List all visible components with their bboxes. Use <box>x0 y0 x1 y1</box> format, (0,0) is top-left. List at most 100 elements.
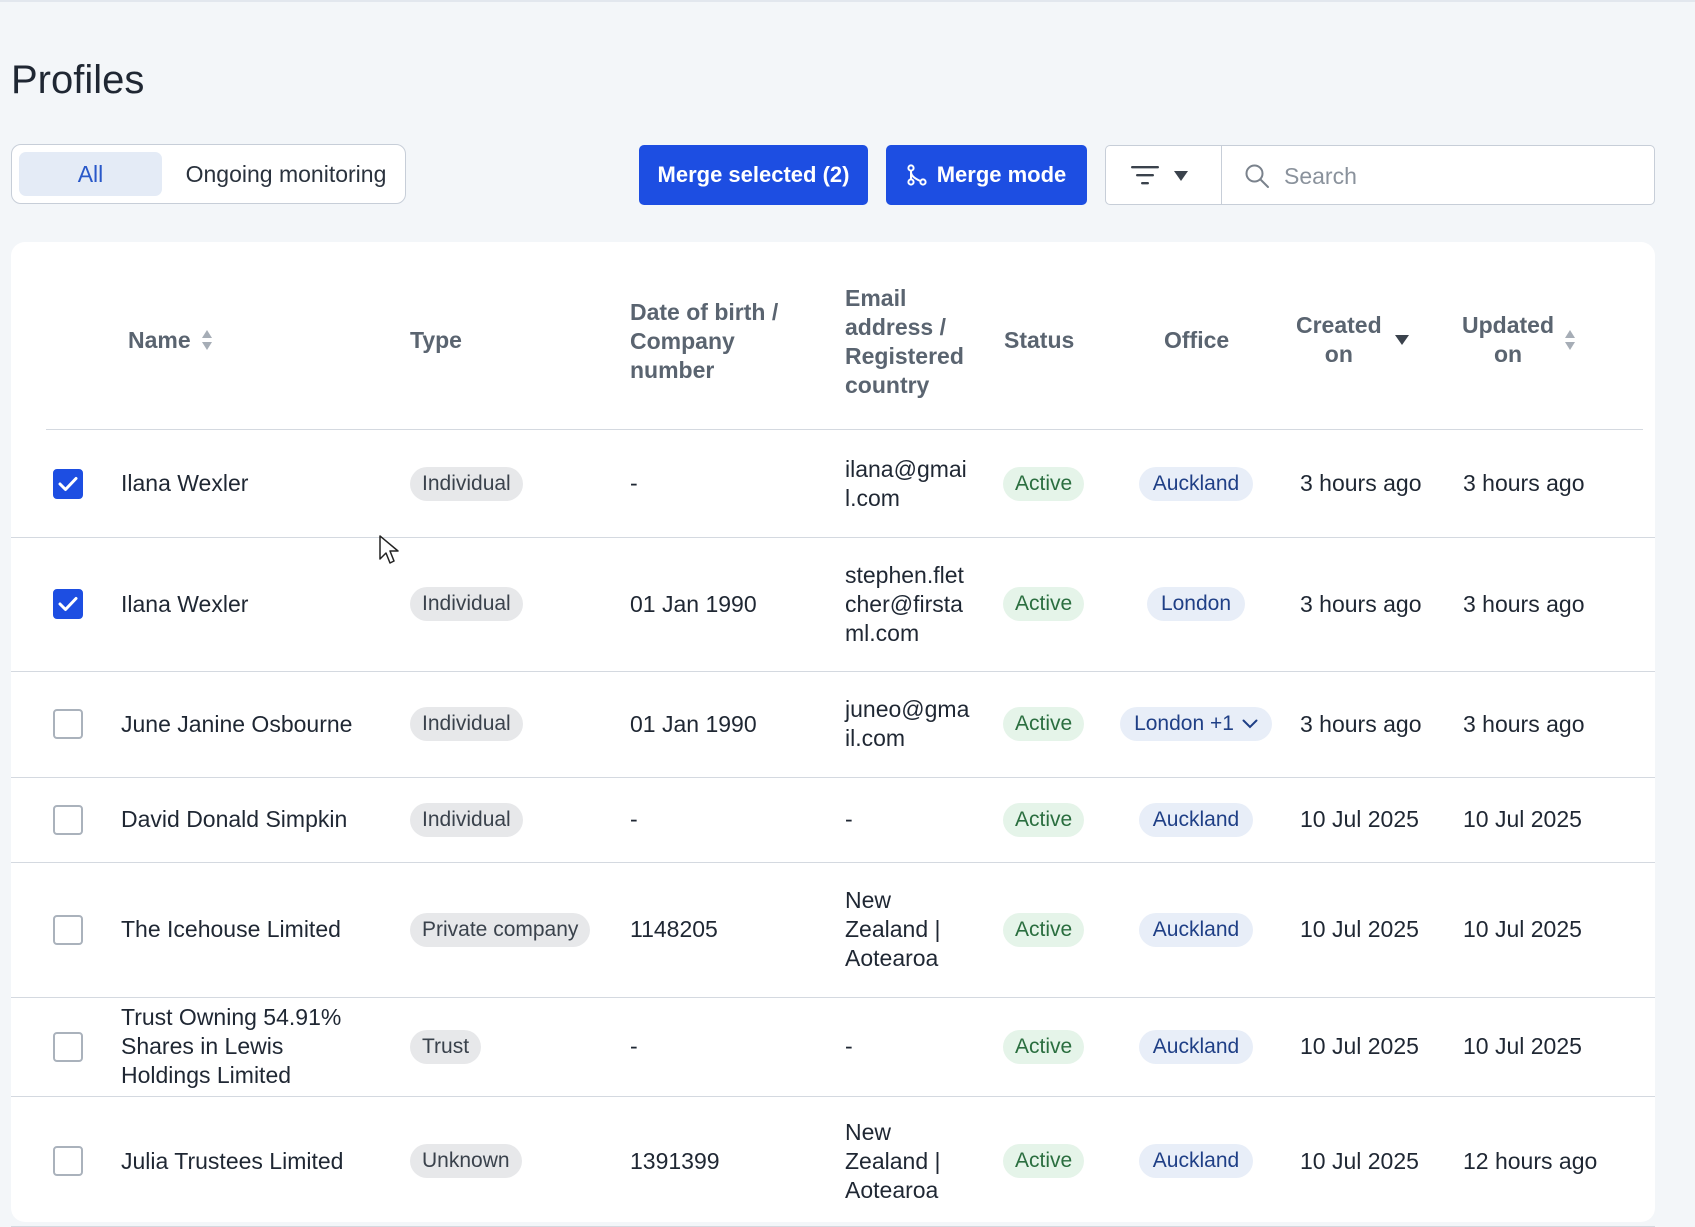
table-row[interactable]: Ilana Wexler Individual - ilana@gmai l.com Ac… <box>11 430 1655 538</box>
profile-name-line: Holdings Limited <box>121 1062 292 1088</box>
table-row[interactable]: June Janine Osbourne Individual 01 Jan 199… <box>11 671 1655 778</box>
profile-name-line: Ilana Wexler <box>121 470 249 496</box>
updated-cell: 3 hours ago <box>1463 537 1584 671</box>
column-office-label: Office <box>1164 326 1230 353</box>
name-cell: David Donald Simpkin <box>121 777 347 862</box>
created-value: 10 Jul 2025 <box>1300 806 1419 832</box>
column-header-created[interactable]: Created on <box>1296 310 1410 370</box>
mouse-cursor-icon <box>379 535 399 564</box>
email-value-line: il.com <box>845 725 906 751</box>
search-icon <box>1245 164 1269 188</box>
table-row[interactable]: Trust Owning 54.91% Shares in Lewis Holdin… <box>11 997 1655 1097</box>
type-badge: Unknown <box>410 1144 522 1178</box>
row-checkbox[interactable] <box>53 804 83 835</box>
table-row[interactable]: Julia Trustees Limited Unknown 1391399 New Z… <box>11 1096 1655 1227</box>
checkbox-cell <box>53 671 83 777</box>
name-cell: The Icehouse Limited <box>121 862 341 997</box>
checkbox-cell <box>53 430 83 537</box>
filter-button[interactable] <box>1105 145 1221 205</box>
dob-value: - <box>630 470 638 496</box>
status-cell: Active <box>1003 671 1085 777</box>
office-badge: Auckland <box>1138 912 1254 947</box>
merge-mode-label: Merge mode <box>936 162 1067 187</box>
office-badge: Auckland <box>1138 1144 1254 1178</box>
profile-name-line: June Janine Osbourne <box>121 710 353 737</box>
status-badge: Active <box>1003 1029 1085 1064</box>
chevron-down-icon <box>1242 719 1258 729</box>
office-label: Auckland <box>1152 917 1240 941</box>
column-header-updated[interactable]: Updated on <box>1462 310 1576 370</box>
table-row[interactable]: David Donald Simpkin Individual - - Active Au… <box>11 777 1655 863</box>
row-checkbox[interactable] <box>53 589 83 619</box>
column-email-label-line: Registered <box>845 343 964 369</box>
column-header-name[interactable]: Name <box>128 318 213 362</box>
updated-value: 10 Jul 2025 <box>1463 806 1582 832</box>
dob-cell: 01 Jan 1990 <box>630 537 757 671</box>
column-type-label: Type <box>410 326 462 353</box>
status-cell: Active <box>1003 862 1085 997</box>
email-value-line: - <box>845 806 853 832</box>
column-status-label: Status <box>1004 326 1075 353</box>
table-row[interactable]: Ilana Wexler Individual 01 Jan 1990 stephen… <box>11 537 1655 672</box>
filter-icon <box>1131 166 1159 185</box>
updated-cell: 12 hours ago <box>1463 1096 1597 1226</box>
updated-value: 3 hours ago <box>1463 590 1585 617</box>
sort-down-icon <box>1394 335 1409 345</box>
type-cell: Individual <box>410 537 523 671</box>
search-box <box>1221 145 1655 205</box>
tab-ongoing-monitoring[interactable]: Ongoing monitoring <box>185 161 387 187</box>
email-value-line: - <box>845 1033 853 1059</box>
checkbox-cell <box>53 1096 83 1226</box>
created-cell: 3 hours ago <box>1300 430 1421 537</box>
column-dob-label-line: Date of birth / <box>630 299 779 325</box>
dob-cell: - <box>630 997 638 1096</box>
row-checkbox[interactable] <box>53 914 83 945</box>
status-badge: Active <box>1003 707 1085 741</box>
office-cell: Auckland <box>1106 430 1286 537</box>
profile-name-line: Shares in Lewis <box>121 1033 284 1059</box>
created-cell: 10 Jul 2025 <box>1300 777 1419 862</box>
dob-cell: - <box>630 777 638 862</box>
office-label: Auckland <box>1152 807 1240 831</box>
office-label: Auckland <box>1152 1149 1240 1172</box>
row-checkbox[interactable] <box>53 1031 83 1062</box>
status-cell: Active <box>1003 777 1085 862</box>
type-badge: Private company <box>410 912 591 947</box>
row-checkbox[interactable] <box>53 709 83 739</box>
office-label: London +1 <box>1134 712 1234 735</box>
name-cell: Julia Trustees Limited <box>121 1096 343 1226</box>
name-cell: Ilana Wexler <box>121 537 248 671</box>
dob-value: 1148205 <box>630 916 718 942</box>
checkmark-icon <box>58 597 78 611</box>
email-value-line: Zealand | <box>845 916 941 942</box>
table-row[interactable]: The Icehouse Limited Private company 11482… <box>11 862 1655 998</box>
column-created-label-line: on <box>1324 341 1353 367</box>
profile-name-line: Julia Trustees Limited <box>121 1147 344 1174</box>
column-updated-label-line: on <box>1493 341 1523 367</box>
profiles-table: Name Type Date of birth / Company number E… <box>11 242 1655 1227</box>
updated-value: 10 Jul 2025 <box>1463 1033 1582 1059</box>
row-checkbox[interactable] <box>53 1146 83 1176</box>
row-checkbox[interactable] <box>53 468 83 499</box>
checkbox-cell <box>53 862 83 997</box>
office-dropdown[interactable]: London +1 <box>1120 707 1272 741</box>
column-name-label: Name <box>128 326 191 353</box>
office-cell: Auckland <box>1106 997 1286 1096</box>
type-badge: Individual <box>410 587 523 621</box>
dob-value: 1391399 <box>630 1147 720 1174</box>
merge-selected-button[interactable]: Merge selected (2) <box>639 145 868 205</box>
status-badge: Active <box>1003 587 1085 621</box>
column-dob-label-line: Company <box>630 328 735 354</box>
email-cell: juneo@gma il.com <box>845 671 969 777</box>
status-cell: Active <box>1003 430 1085 537</box>
merge-mode-button[interactable]: Merge mode <box>886 145 1087 205</box>
type-cell: Individual <box>410 671 523 777</box>
email-value-line: stephen.flet <box>845 561 964 588</box>
dob-cell: 1391399 <box>630 1096 720 1226</box>
type-cell: Trust <box>410 997 482 1096</box>
view-toggle: All Ongoing monitoring <box>11 144 406 204</box>
column-header-dob: Date of birth / Company number <box>630 298 820 385</box>
type-cell: Unknown <box>410 1096 522 1226</box>
search-input[interactable] <box>1282 154 1646 198</box>
tab-all[interactable]: All <box>19 152 162 196</box>
